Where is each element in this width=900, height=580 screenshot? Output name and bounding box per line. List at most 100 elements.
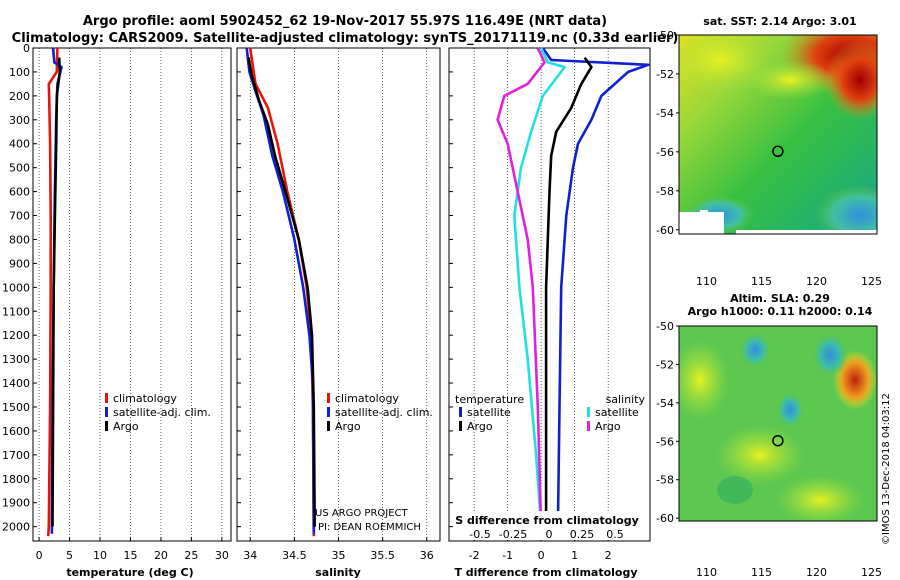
x-tick-label: 20 xyxy=(154,549,168,562)
depth-tick-label: 200 xyxy=(9,90,30,103)
longitude-tick-label: 120 xyxy=(806,275,827,288)
latitude-tick-label: -60 xyxy=(656,224,674,237)
temperature-plot-frame xyxy=(32,47,232,542)
depth-tick-label: 1200 xyxy=(2,329,30,342)
depth-tick-label: 700 xyxy=(9,210,30,223)
depth-tick-label: 1300 xyxy=(2,353,30,366)
sst-map-title: sat. SST: 2.14 Argo: 3.01 xyxy=(703,15,856,28)
latitude-tick-label: -50 xyxy=(656,29,674,42)
difference-panel: -2 -1 0 1 2 S difference from climatology -0… xyxy=(448,47,651,579)
depth-tick-label: 1400 xyxy=(2,377,30,390)
x-tick-label: 25 xyxy=(184,549,198,562)
s-tick-label: 0 xyxy=(546,528,553,541)
s-tick-label: 0.25 xyxy=(570,528,595,541)
argo-position-marker xyxy=(772,434,784,447)
salinity-axis-ticks: 34 34.5 35 35.5 36 xyxy=(243,537,434,562)
longitude-tick-label: 125 xyxy=(861,566,882,579)
credit-project: US ARGO PROJECT xyxy=(315,508,409,519)
difference-grid xyxy=(449,47,609,541)
salinity-series xyxy=(245,47,316,537)
legend-label-satellite-t: satellite xyxy=(467,406,511,419)
legend-swatch-satellite-s xyxy=(587,407,590,417)
depth-tick-label: 900 xyxy=(9,257,30,270)
legend-label-satellite: satellite-adj. clim. xyxy=(113,406,211,419)
header-title-line1: Argo profile: aoml 5902452_62 19-Nov-201… xyxy=(83,14,607,29)
difference-series xyxy=(496,47,650,534)
temperature-axis-ticks: 0 5 10 15 20 25 30 xyxy=(36,537,229,562)
temperature-legend: climatology satellite-adj. clim. Argo xyxy=(105,392,211,433)
depth-tick-label: 1800 xyxy=(2,473,30,486)
legend-swatch-climatology xyxy=(327,393,330,403)
latitude-tick-label: -60 xyxy=(656,512,674,525)
series-line-argo xyxy=(51,57,62,527)
longitude-tick-label: 120 xyxy=(806,566,827,579)
legend-label-satellite: satellite-adj. clim. xyxy=(335,406,433,419)
latitude-tick-label: -52 xyxy=(656,358,674,371)
s-tick-label: -0.25 xyxy=(499,528,527,541)
depth-tick-label: 100 xyxy=(9,66,30,79)
depth-tick-label: 1700 xyxy=(2,449,30,462)
depth-tick-label: 1000 xyxy=(2,281,30,294)
sst-heatmap-image xyxy=(679,35,877,234)
series-line-argo-s xyxy=(496,47,546,527)
imos-credit: ©IMOS 13-Dec-2018 04:03:12 xyxy=(881,393,892,545)
legend-label-argo: Argo xyxy=(113,420,139,433)
x-tick-label: 1 xyxy=(571,549,578,562)
series-line-argo xyxy=(247,57,316,527)
header-title-line2: Climatology: CARS2009. Satellite-adjuste… xyxy=(12,31,679,46)
x-tick-label: 35.5 xyxy=(370,549,395,562)
credit-pi: PI: DEAN ROEMMICH xyxy=(318,522,421,533)
depth-tick-label: 2000 xyxy=(2,521,30,534)
legend-title-temperature: temperature xyxy=(455,393,524,406)
s-tick-label: -0.5 xyxy=(469,528,490,541)
series-line-argo-t xyxy=(544,56,593,527)
difference-plot-frame xyxy=(448,47,651,542)
s-tick-label: 0.5 xyxy=(606,528,624,541)
depth-tick-label: 300 xyxy=(9,114,30,127)
x-tick-label: -2 xyxy=(469,549,480,562)
longitude-tick-label: 115 xyxy=(751,566,772,579)
x-tick-label: 15 xyxy=(123,549,137,562)
series-line-satellite-t xyxy=(541,47,650,534)
temperature-axis-label: temperature (deg C) xyxy=(66,566,193,579)
longitude-tick-label: 125 xyxy=(861,275,882,288)
latitude-tick-label: -54 xyxy=(656,397,674,410)
legend-label-argo-s: Argo xyxy=(595,420,621,433)
salinity-panel: 34 34.5 35 35.5 36 salinity climatology sate… xyxy=(236,47,441,579)
depth-tick-label: 1900 xyxy=(2,497,30,510)
x-tick-label: -1 xyxy=(502,549,513,562)
salinity-grid xyxy=(237,47,428,541)
x-tick-label: 34 xyxy=(243,549,257,562)
x-tick-label: 0 xyxy=(36,549,43,562)
depth-tick-label: 800 xyxy=(9,233,30,246)
legend-swatch-argo xyxy=(327,421,330,431)
temperature-panel: 0100200300400500600700800900100011001200… xyxy=(2,42,232,579)
temperature-grid xyxy=(33,47,223,541)
legend-label-argo-t: Argo xyxy=(467,420,493,433)
legend-label-argo: Argo xyxy=(335,420,361,433)
legend-label-climatology: climatology xyxy=(113,392,177,405)
x-tick-label: 30 xyxy=(215,549,229,562)
latitude-tick-label: -58 xyxy=(656,185,674,198)
sst-map: sat. SST: 2.14 Argo: 3.01 110 115 120 125 -5… xyxy=(656,15,882,288)
x-tick-label: 0 xyxy=(538,549,545,562)
x-tick-label: 2 xyxy=(605,549,612,562)
x-tick-label: 10 xyxy=(93,549,107,562)
temperature-series xyxy=(46,47,63,537)
legend-swatch-argo-s xyxy=(587,421,590,431)
s-axis-backdrop xyxy=(455,511,645,540)
x-tick-label: 5 xyxy=(66,549,73,562)
salinity-legend: climatology satellite-adj. clim. Argo xyxy=(327,392,433,433)
legend-swatch-climatology xyxy=(105,393,108,403)
x-tick-label: 35 xyxy=(332,549,346,562)
legend-swatch-satellite xyxy=(105,407,108,417)
latitude-tick-label: -56 xyxy=(656,435,674,448)
depth-tick-label: 400 xyxy=(9,138,30,151)
depth-tick-label: 500 xyxy=(9,162,30,175)
difference-legend: temperature salinity satellite Argo sate… xyxy=(455,393,645,433)
longitude-tick-label: 115 xyxy=(751,275,772,288)
legend-label-climatology: climatology xyxy=(335,392,399,405)
depth-tick-label: 0 xyxy=(23,42,30,55)
depth-tick-label: 1500 xyxy=(2,401,30,414)
